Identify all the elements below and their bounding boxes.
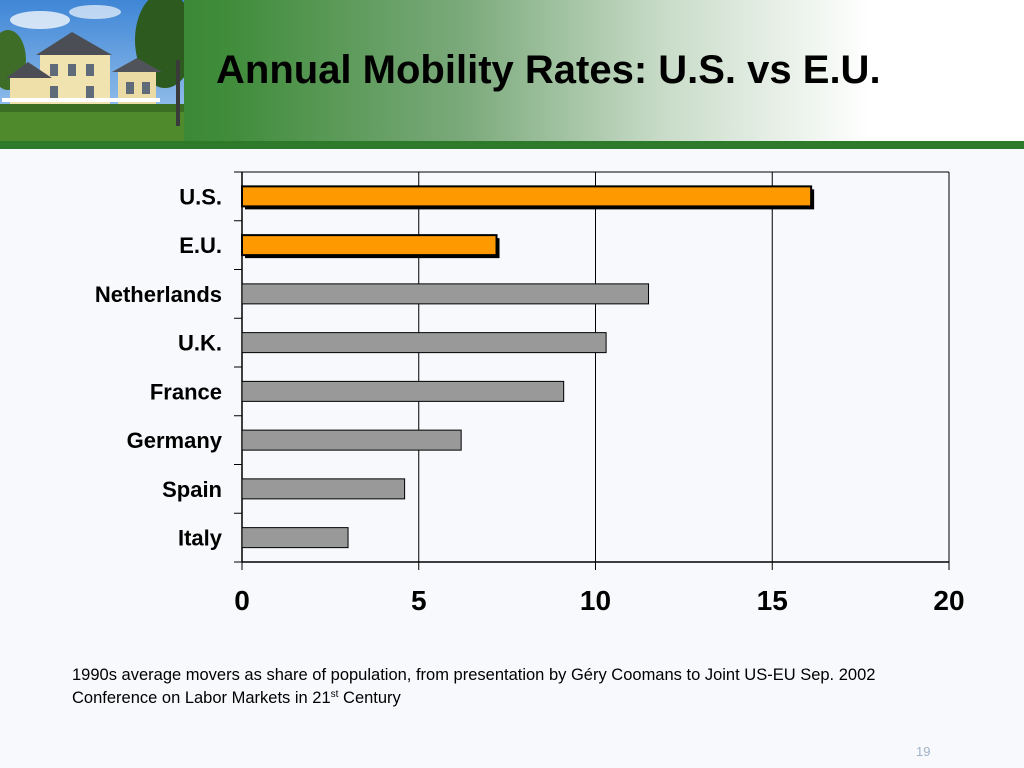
- house-photo-image: [0, 0, 184, 142]
- category-label-spain: Spain: [162, 477, 222, 502]
- slide-header: Annual Mobility Rates: U.S. vs E.U.: [0, 0, 1024, 149]
- x-tick-label-20: 20: [933, 585, 964, 616]
- category-label-u-s: U.S.: [179, 184, 222, 209]
- category-label-france: France: [150, 379, 222, 404]
- bar-u-s: [241, 185, 813, 208]
- page-number: 19: [916, 744, 931, 759]
- caption-superscript: st: [330, 689, 339, 700]
- house-photo: [0, 0, 184, 142]
- bar-u-k: [241, 332, 607, 354]
- bar-italy: [241, 527, 349, 549]
- header-divider: [0, 141, 1024, 149]
- category-label-germany: Germany: [127, 428, 223, 453]
- chart-caption: 1990s average movers as share of populat…: [72, 664, 932, 710]
- slide-title: Annual Mobility Rates: U.S. vs E.U.: [216, 48, 881, 92]
- x-tick-label-5: 5: [411, 585, 427, 616]
- bar-e-u: [241, 234, 498, 257]
- category-label-u-k: U.K.: [178, 331, 222, 356]
- category-label-netherlands: Netherlands: [95, 282, 222, 307]
- caption-tail: Century: [338, 689, 401, 707]
- category-label-italy: Italy: [178, 526, 223, 551]
- x-tick-label-0: 0: [234, 585, 250, 616]
- x-tick-label-10: 10: [580, 585, 611, 616]
- bar-chart: 0 5 10 15 20 U.S. E.U. Netherlands U.K. France Ger…: [95, 171, 965, 616]
- bar-france: [241, 380, 565, 402]
- category-label-e-u: E.U.: [179, 233, 222, 258]
- caption-text: 1990s average movers as share of populat…: [72, 666, 876, 707]
- bar-germany: [241, 429, 462, 451]
- bar-spain: [241, 478, 406, 500]
- x-tick-label-15: 15: [757, 585, 788, 616]
- bar-netherlands: [241, 283, 650, 305]
